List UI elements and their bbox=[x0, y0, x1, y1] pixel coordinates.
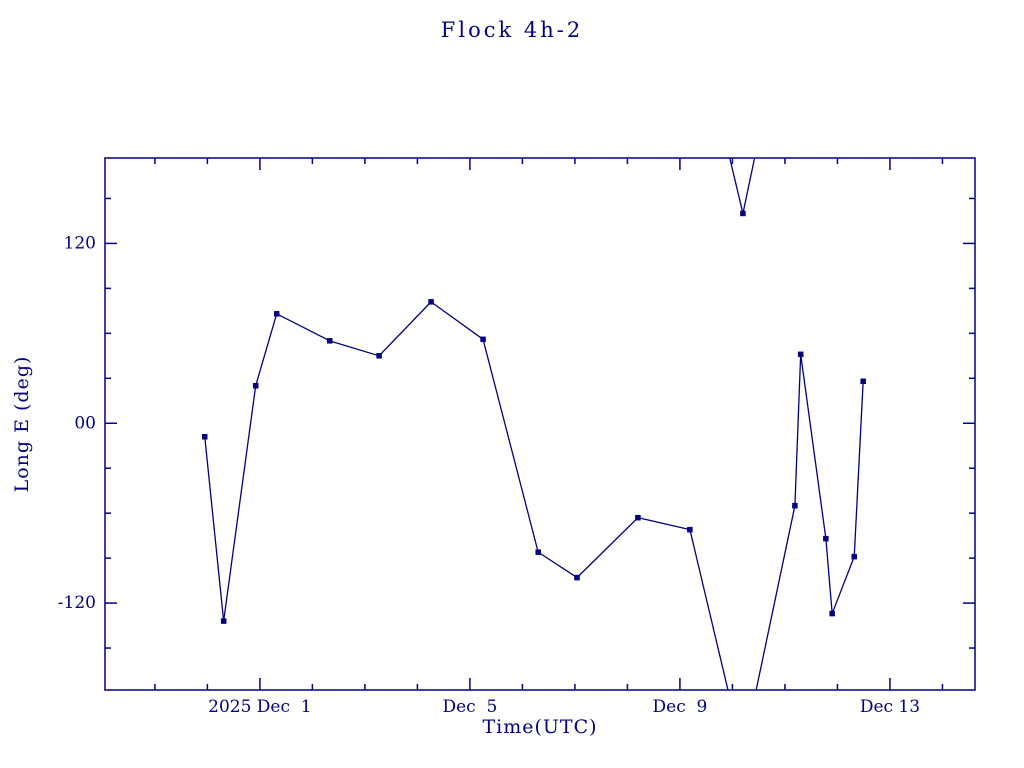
data-line-segment bbox=[853, 381, 864, 557]
data-line-segment bbox=[378, 301, 432, 357]
data-series bbox=[202, 158, 866, 690]
data-line-segment bbox=[537, 551, 578, 579]
data-point-marker bbox=[797, 351, 804, 358]
x-axis-label: Time(UTC) bbox=[482, 716, 598, 738]
data-line-segment bbox=[430, 301, 484, 340]
x-tick-label: Dec 13 bbox=[860, 697, 920, 717]
data-point-marker bbox=[823, 535, 829, 542]
data-point-marker bbox=[740, 210, 746, 217]
y-tick-label: 00 bbox=[74, 413, 96, 433]
data-point-marker bbox=[376, 353, 382, 359]
data-line-segment bbox=[742, 158, 756, 214]
x-tick-label: 2025 Dec 1 bbox=[208, 697, 312, 717]
data-point-marker bbox=[851, 553, 857, 560]
data-point-marker bbox=[829, 610, 835, 617]
data-point-marker bbox=[252, 383, 259, 389]
data-point-marker bbox=[687, 526, 693, 533]
data-point-marker bbox=[635, 514, 641, 521]
data-line-segment bbox=[204, 436, 225, 622]
data-line-segment bbox=[276, 313, 331, 342]
data-point-marker bbox=[792, 502, 798, 509]
data-point-marker bbox=[220, 618, 227, 624]
data-point-marker bbox=[428, 299, 434, 305]
data-line-segment bbox=[482, 339, 539, 553]
x-tick-label: Dec 5 bbox=[442, 697, 497, 717]
data-point-marker bbox=[860, 378, 866, 385]
axes-box bbox=[104, 157, 976, 691]
data-point-marker bbox=[273, 311, 280, 317]
y-tick-label: 120 bbox=[64, 233, 96, 253]
data-point-marker bbox=[535, 549, 541, 555]
data-line-segment bbox=[800, 354, 827, 539]
data-point-marker bbox=[480, 336, 486, 343]
data-point-marker bbox=[574, 574, 580, 581]
data-line-segment bbox=[329, 340, 380, 357]
data-line-segment bbox=[689, 529, 729, 690]
data-point-marker bbox=[202, 433, 208, 440]
data-line-segment bbox=[825, 538, 833, 614]
data-line-segment bbox=[831, 556, 855, 614]
chart-title: Flock 4h-2 bbox=[440, 18, 584, 42]
data-line-segment bbox=[223, 385, 257, 622]
data-line-segment bbox=[255, 313, 278, 386]
y-tick-label: -120 bbox=[58, 593, 96, 613]
data-line-segment bbox=[637, 517, 691, 531]
data-line-segment bbox=[576, 517, 639, 579]
x-tick-label: Dec 9 bbox=[653, 697, 708, 717]
data-line-segment bbox=[729, 158, 744, 214]
data-point-marker bbox=[326, 338, 333, 344]
data-line-segment bbox=[794, 354, 802, 506]
data-line-segment bbox=[755, 505, 796, 690]
